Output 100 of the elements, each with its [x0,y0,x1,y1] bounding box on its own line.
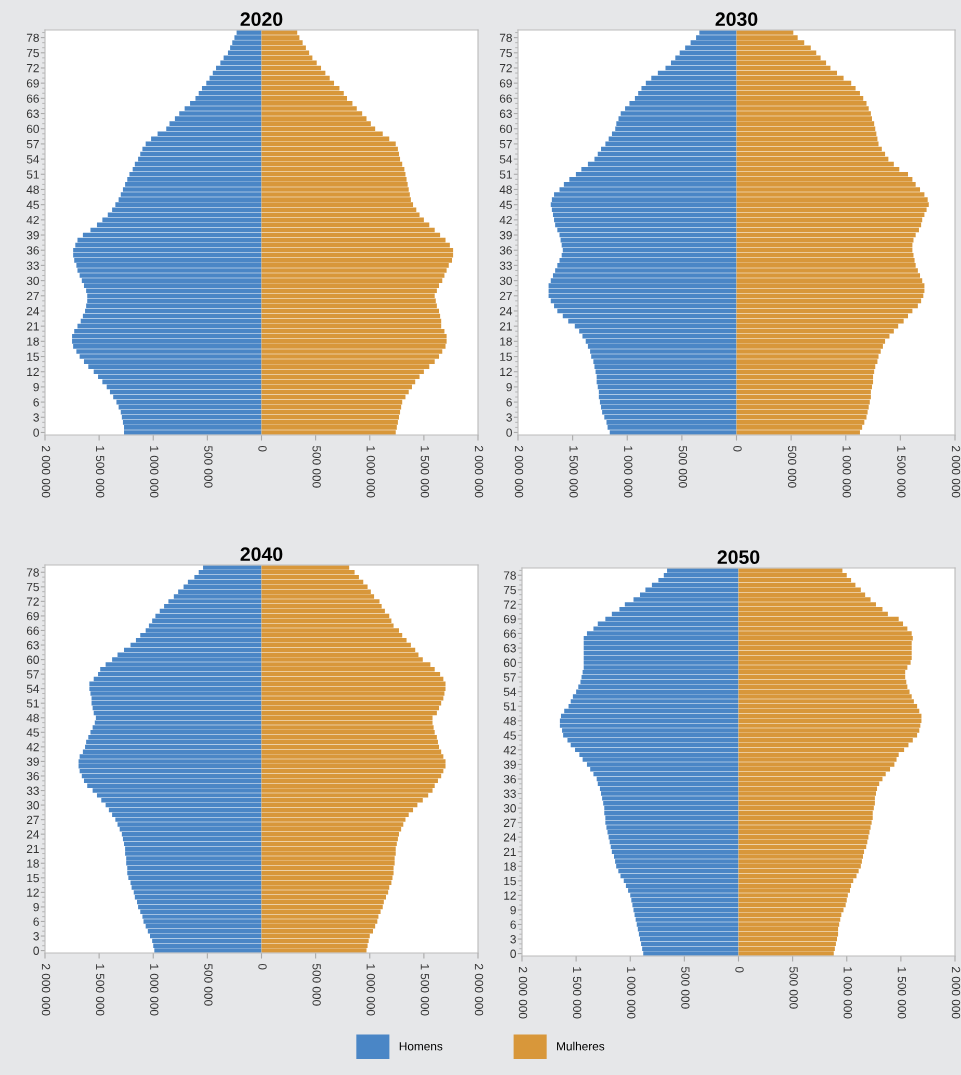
bar [738,616,899,622]
y-tick-label: 36 [499,246,512,255]
bar [85,744,262,750]
bar [738,776,883,782]
y-tick-label: 51 [26,170,39,179]
y-tick-label: 48 [26,713,39,723]
y-tick-label: 21 [499,322,512,331]
y-tick-label: 54 [503,687,517,697]
bar [738,640,912,646]
x-tick-label: 500 000 [789,966,798,1009]
chart-title: 2020 [240,12,283,27]
bar [98,671,262,677]
y-tick-label: 39 [26,231,39,240]
x-tick-label: 2 000 000 [41,964,51,1016]
bar [108,807,262,813]
bar [124,841,262,847]
y-tick-label: 9 [33,382,39,392]
bar [261,943,368,948]
bar [738,679,907,685]
y-tick-label: 78 [503,571,516,580]
bar [261,603,382,609]
bar [738,931,839,937]
y-tick-label: 12 [27,367,39,376]
y-tick-label: 69 [499,79,512,88]
bar [738,708,920,714]
y-tick-label: 3 [506,413,512,422]
y-tick-label: 78 [26,33,39,42]
x-tick-label: 1 500 000 [897,967,907,1019]
y-tick-label: 3 [510,935,516,944]
bar [147,928,262,934]
y-tick-label: 63 [26,641,39,650]
y-tick-label: 51 [499,170,512,179]
bar [88,734,262,740]
x-tick-label: 1 000 000 [366,964,375,1016]
y-tick-label: 72 [503,600,516,609]
bar [159,608,262,614]
bar [187,579,262,585]
y-tick-label: 75 [26,48,39,58]
bar [632,902,739,908]
y-tick-label: 30 [503,804,516,813]
bar [153,943,262,948]
bar [738,645,912,651]
bar [738,805,874,811]
x-tick-label: 1 500 000 [420,446,430,498]
bar [567,737,739,743]
y-tick-label: 66 [503,629,516,638]
x-tick-label: 1 000 000 [842,446,851,498]
bar [261,584,368,590]
y-tick-label: 54 [26,684,40,694]
y-tick-label: 0 [510,949,516,958]
legend-label: Mulheres [557,1041,605,1051]
y-tick-label: 51 [26,699,39,708]
y-tick-label: 72 [499,64,512,73]
y-tick-label: 54 [499,155,513,164]
y-tick-label: 27 [26,291,39,301]
x-tick-label: 1 500 000 [420,964,430,1016]
bar [738,577,852,583]
x-tick-label: 2 000 000 [951,967,961,1019]
y-tick-label: 27 [499,291,512,301]
y-tick-label: 24 [503,833,517,842]
bar [593,771,739,777]
bar [633,907,739,913]
y-tick-label: 0 [506,428,512,437]
x-tick-label: 1 000 000 [843,967,852,1019]
bar [738,815,873,821]
bar [738,674,906,680]
bar [738,810,873,816]
y-tick-label: 21 [26,844,39,853]
bar [738,800,875,806]
bar [134,894,262,900]
bar [81,773,262,779]
bar [128,875,262,881]
y-tick-label: 45 [26,200,39,210]
bar [79,768,262,774]
legend-label: Homens [399,1042,443,1051]
x-tick-label: 500 000 [787,445,797,488]
bar [738,703,918,709]
bar [261,865,394,871]
y-tick-label: 57 [26,140,39,149]
x-tick-label: 0 [735,966,744,973]
x-tick-label: 1 500 000 [95,964,105,1016]
y-tick-label: 24 [499,307,513,316]
x-tick-label: 0 [258,963,267,970]
bar [127,870,262,876]
bar [138,904,262,910]
y-tick-label: 39 [26,757,39,766]
bar [101,797,262,803]
x-tick-label: 500 000 [312,963,321,1006]
bar [261,715,433,721]
bar [261,870,394,876]
x-tick-label: 1 000 000 [627,967,636,1019]
y-tick-label: 33 [503,789,516,798]
bar [578,684,739,690]
y-tick-label: 36 [503,775,516,784]
bar [198,570,262,575]
bar [738,897,847,903]
bar [738,573,847,578]
y-tick-label: 12 [504,891,516,900]
y-tick-label: 57 [26,670,39,679]
y-tick-label: 60 [26,124,39,134]
